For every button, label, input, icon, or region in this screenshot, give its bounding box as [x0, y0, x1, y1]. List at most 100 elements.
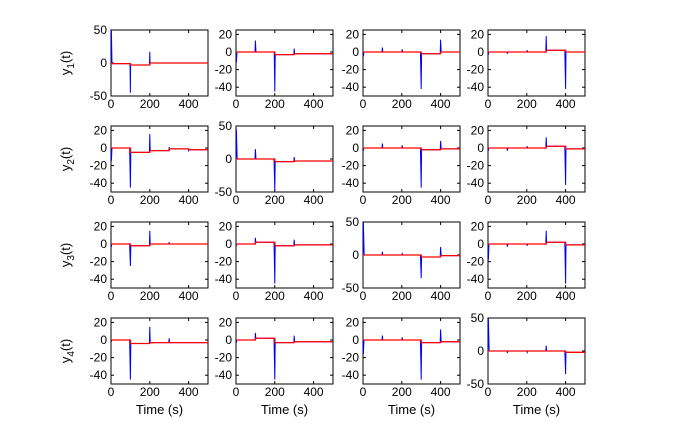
panel-r3-c2-xtick-label-400: 400 [304, 289, 324, 303]
panel-r3-c3-reference-line [363, 254, 460, 258]
panel-r4-c3-ytick-label-0: 0 [352, 333, 359, 347]
panel-r2-c1-xtick-label-200: 200 [140, 193, 160, 207]
panel-r4-c2-xtick-label-200: 200 [265, 385, 285, 399]
xlabel-col-2: Time (s) [261, 402, 308, 417]
panel-r4-c2-frame [235, 317, 334, 385]
xlabel-col-1: Time (s) [136, 402, 183, 417]
panel-r3-c1-frame [110, 221, 209, 289]
panel-r2-c2-xtick-label-400: 400 [304, 193, 324, 207]
panel-r2-c4-frame [487, 125, 586, 193]
panel-r3-c2-ytick-label-20: 20 [219, 219, 233, 233]
panel-r1-c2-ytick-label-0: 0 [225, 45, 232, 59]
panel-r1-c1-xtick-label-0: 0 [108, 97, 115, 111]
panel-r3-c3-ytick-label--50: -50 [342, 281, 360, 295]
panel-r1-c3-reference-line [363, 51, 460, 55]
panel-r3-c1-xtick-label-400: 400 [179, 289, 199, 303]
panel-r3-c2-xtick-label-200: 200 [265, 289, 285, 303]
panel-r1-c2-ytick-label--20: -20 [215, 63, 233, 77]
panel-r1-c4-ytick-label-0: 0 [477, 45, 484, 59]
panel-r4-c3-ytick-label-20: 20 [346, 315, 360, 329]
panel-r3-c4-xtick-label-0: 0 [485, 289, 492, 303]
panel-r4-c1-ytick-label--40: -40 [90, 368, 108, 382]
panel-r1-c4-reference-line [488, 49, 585, 53]
panel-r2-c1-ytick-label--40: -40 [90, 176, 108, 190]
panel-r3-c1-reference-line [111, 243, 208, 247]
panel-r1-c4-ytick-label--20: -20 [467, 63, 485, 77]
panel-r2-c2-reference-line [236, 158, 333, 163]
panel-r4-c4-reference-line [488, 350, 585, 353]
panel-r4-c3-xtick-label-200: 200 [392, 385, 412, 399]
panel-r2-c1-xtick-label-0: 0 [108, 193, 115, 207]
panel-r3-c2-xtick-label-0: 0 [233, 289, 240, 303]
panel-r4-c2-xtick-label-0: 0 [233, 385, 240, 399]
panel-r2-c2-ytick-label-0: 0 [225, 152, 232, 166]
panel-r3-c1: 0 200 400 -40 -20 0 20 [90, 219, 209, 303]
panel-r2-c1-ytick-label--20: -20 [90, 159, 108, 173]
row-label-2: y2(t) [58, 147, 77, 171]
panel-r2-c3-ytick-label-0: 0 [352, 141, 359, 155]
panel-r1-c3-xtick-label-400: 400 [431, 97, 451, 111]
panel-r4-c1: 0 200 400 -40 -20 0 20 [90, 315, 209, 399]
panel-r4-c1-frame [110, 317, 209, 385]
panel-r3-c4-reference-line [488, 241, 585, 246]
panel-r2-c4-ytick-label--20: -20 [467, 159, 485, 173]
panel-r1-c2: 0 200 400 -40 -20 0 20 [215, 27, 334, 111]
panel-r3-c4-frame [487, 221, 586, 289]
panel-r3-c3-ytick-label-0: 0 [352, 248, 359, 262]
panel-r2-c3-reference-line [363, 147, 460, 151]
panel-r4-c4-ytick-label-50: 50 [471, 311, 485, 325]
panel-r4-c4-xtick-label-400: 400 [556, 385, 576, 399]
panel-r3-c3-xtick-label-200: 200 [392, 289, 412, 303]
panel-r2-c3-xtick-label-0: 0 [360, 193, 367, 207]
panel-r4-c3-ytick-label--40: -40 [342, 368, 360, 382]
panel-r1-c3-ytick-label-20: 20 [346, 27, 360, 41]
panel-r2-c4-xtick-label-400: 400 [556, 193, 576, 207]
panel-r4-c3-xtick-label-0: 0 [360, 385, 367, 399]
panel-r1-c3-xtick-label-0: 0 [360, 97, 367, 111]
xlabel-col-3: Time (s) [388, 402, 435, 417]
panel-r2-c1-frame [110, 125, 209, 193]
panel-r4-c3: 0 200 400 -40 -20 0 20 [342, 315, 461, 399]
panel-r2-c2-ytick-label--50: -50 [215, 185, 233, 199]
panel-r2-c3-frame [362, 125, 461, 193]
panel-r1-c2-ytick-label--40: -40 [215, 80, 233, 94]
panel-r3-c1-ytick-label--40: -40 [90, 272, 108, 286]
panel-r4-c2-ytick-label--40: -40 [215, 368, 233, 382]
panel-r2-c3-xtick-label-400: 400 [431, 193, 451, 207]
panel-r4-c1-xtick-label-0: 0 [108, 385, 115, 399]
panel-r2-c2-xtick-label-200: 200 [265, 193, 285, 207]
panel-r1-c3-ytick-label-0: 0 [352, 45, 359, 59]
panel-r1-c1-xtick-label-200: 200 [140, 97, 160, 111]
panel-r4-c2-ytick-label-0: 0 [225, 333, 232, 347]
panel-r3-c4-ytick-label--20: -20 [467, 255, 485, 269]
panel-r1-c1-ytick-label-50: 50 [94, 23, 108, 37]
panel-r3-c3-xtick-label-0: 0 [360, 289, 367, 303]
xlabel-col-4: Time (s) [513, 402, 560, 417]
panel-r3-c4-ytick-label-0: 0 [477, 237, 484, 251]
panel-r1-c4: 0 200 400 -40 -20 0 20 [467, 27, 586, 111]
panel-r2-c1-ytick-label-0: 0 [100, 141, 107, 155]
panel-r2-c4-ytick-label--40: -40 [467, 176, 485, 190]
panel-r2-c4-xtick-label-0: 0 [485, 193, 492, 207]
panel-r1-c3-ytick-label--20: -20 [342, 63, 360, 77]
panel-r3-c2-ytick-label--20: -20 [215, 255, 233, 269]
panel-r4-c1-xtick-label-400: 400 [179, 385, 199, 399]
panel-r2-c4: 0 200 400 -40 -20 0 20 [467, 123, 586, 207]
panel-r3-c2: 0 200 400 -40 -20 0 20 [215, 219, 334, 303]
panel-r2-c4-xtick-label-200: 200 [517, 193, 537, 207]
panel-r1-c3: 0 200 400 -40 -20 0 20 [342, 27, 461, 111]
panel-r1-c1-xtick-label-400: 400 [179, 97, 199, 111]
panel-r3-c2-frame [235, 221, 334, 289]
panel-r3-c4-xtick-label-400: 400 [556, 289, 576, 303]
panel-r1-c4-ytick-label--40: -40 [467, 80, 485, 94]
panel-r4-c2: 0 200 400 -40 -20 0 20 [215, 315, 334, 399]
panel-r1-c2-frame [235, 29, 334, 97]
panel-r3-c1-xtick-label-0: 0 [108, 289, 115, 303]
panel-r1-c4-xtick-label-200: 200 [517, 97, 537, 111]
panel-r2-c1-xtick-label-400: 400 [179, 193, 199, 207]
panel-r1-c4-ytick-label-20: 20 [471, 27, 485, 41]
panel-r2-c3: 0 200 400 -40 -20 0 20 [342, 123, 461, 207]
